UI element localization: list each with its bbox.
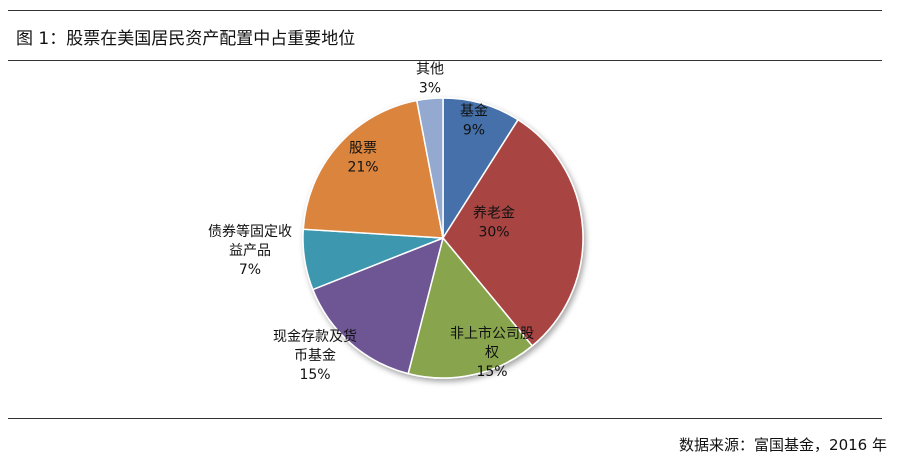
bottom-rule (8, 418, 882, 419)
pie-slice (415, 97, 444, 239)
slice-label: 养老金 30% (473, 206, 515, 241)
title-rule (8, 60, 882, 61)
pie-slice (311, 236, 445, 375)
pie-slice (302, 99, 444, 239)
slice-label: 股票 21% (347, 141, 378, 176)
pie-slice (407, 236, 534, 379)
top-rule (8, 10, 882, 11)
source-note: 数据来源：富国基金，2016 年 (679, 436, 887, 454)
slice-label: 其他 3% (416, 62, 444, 97)
pie-slice (442, 97, 520, 241)
slice-label: 债券等固定收益产品 7% (208, 223, 292, 278)
figure-title: 图 1：股票在美国居民资产配置中占重要地位 (16, 29, 356, 49)
slice-label: 非上市公司股权 15% (450, 325, 534, 380)
slice-label: 现金存款及货币基金 15% (273, 328, 357, 383)
slice-label: 基金 9% (460, 103, 488, 139)
pie-slice (442, 118, 584, 347)
